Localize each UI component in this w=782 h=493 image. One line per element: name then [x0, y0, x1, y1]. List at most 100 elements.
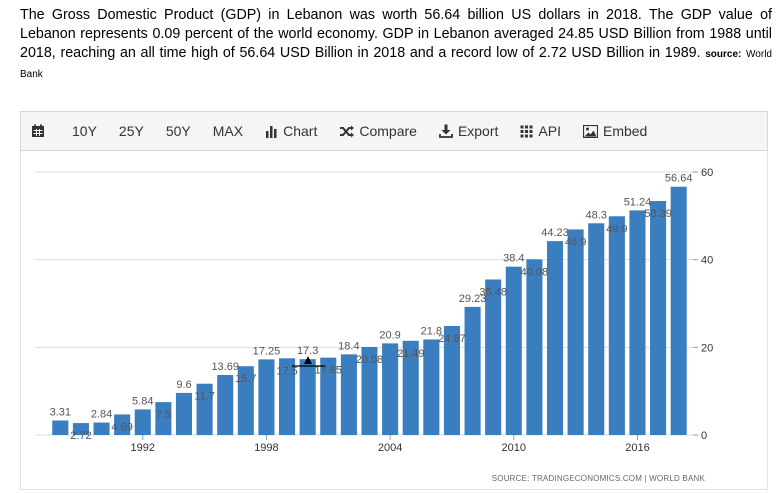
data-label-2007: 24.87 — [438, 333, 466, 345]
range-10y-button[interactable]: 10Y — [72, 123, 97, 139]
chart-credit: SOURCE: TRADINGECONOMICS.COM | WORLD BAN… — [492, 474, 706, 483]
embed-label: Embed — [602, 123, 648, 139]
data-label-2012: 44.23 — [541, 227, 569, 239]
data-label-2018: 56.64 — [665, 173, 693, 185]
data-label-1998: 17.25 — [253, 345, 281, 357]
data-label-2003: 20.08 — [356, 354, 384, 366]
compare-label: Compare — [359, 123, 417, 139]
hover-cursor — [292, 356, 325, 367]
data-label-2013: 46.9 — [565, 236, 586, 248]
source-value: World Bank — [20, 49, 772, 80]
chart-toolbar: 10Y 25Y 50Y MAX Chart Compare Export — [20, 111, 768, 151]
description-paragraph: The Gross Domestic Product (GDP) in Leba… — [20, 6, 772, 84]
chart-type-button[interactable]: Chart — [265, 123, 317, 139]
bar-2015[interactable] — [608, 216, 625, 435]
data-label-1997: 15.7 — [235, 373, 256, 385]
y-tick-label: 40 — [701, 255, 713, 267]
bar-2000[interactable] — [299, 359, 316, 435]
data-label-1993: 7.5 — [156, 409, 171, 421]
bar-2017[interactable] — [650, 200, 667, 435]
range-25y-button[interactable]: 25Y — [118, 123, 144, 139]
data-label-2001: 17.65 — [315, 365, 343, 377]
y-tick-label: 20 — [701, 342, 713, 354]
data-label-2011: 40.08 — [521, 266, 549, 278]
bar-1998[interactable] — [258, 359, 275, 435]
data-label-2006: 21.8 — [421, 325, 442, 337]
x-tick-label: 2016 — [625, 442, 649, 454]
calendar-icon — [32, 124, 44, 137]
bar-2001[interactable] — [320, 357, 337, 435]
download-icon — [439, 124, 453, 138]
bar-1988[interactable] — [52, 420, 69, 435]
bar-1999[interactable] — [279, 358, 296, 435]
bar-2009[interactable] — [485, 279, 502, 435]
data-label-2016: 51.24 — [624, 196, 652, 208]
bar-1991[interactable] — [114, 414, 131, 435]
bar-chart-icon — [266, 125, 277, 138]
data-label-1988: 3.31 — [50, 406, 71, 418]
image-icon — [582, 124, 598, 138]
bar-2010[interactable] — [505, 266, 522, 435]
bar-1990[interactable] — [93, 422, 110, 435]
data-label-2005: 21.49 — [397, 348, 425, 360]
shuffle-icon — [340, 125, 355, 137]
bar-1996[interactable] — [217, 374, 234, 435]
data-label-1989: 2.72 — [70, 430, 91, 442]
bar-1997[interactable] — [237, 366, 254, 435]
bar-2013[interactable] — [567, 229, 584, 435]
data-label-1995: 11.7 — [194, 391, 215, 403]
x-tick-label: 1992 — [131, 442, 155, 454]
bar-2006[interactable] — [423, 339, 440, 435]
range-max-button[interactable]: MAX — [212, 123, 244, 139]
data-label-2000: 17.3 — [297, 345, 318, 357]
data-label-2014: 48.3 — [586, 209, 607, 221]
bar-1995[interactable] — [196, 383, 213, 435]
data-label-1996: 13.69 — [211, 361, 239, 373]
data-label-1991: 4.69 — [111, 421, 132, 433]
data-label-2009: 35.48 — [479, 286, 507, 298]
bar-2005[interactable] — [402, 340, 419, 435]
data-label-2015: 49.9 — [606, 223, 627, 235]
bar-2002[interactable] — [340, 354, 357, 435]
chart-area — [20, 151, 768, 490]
embed-button[interactable]: Embed — [582, 123, 648, 139]
data-label-1999: 17.5 — [276, 365, 297, 377]
data-label-2002: 18.4 — [338, 340, 359, 352]
api-label: API — [538, 123, 561, 139]
x-tick-label: 2010 — [502, 442, 526, 454]
y-tick-label: 0 — [701, 430, 707, 442]
bar-2011[interactable] — [526, 259, 543, 435]
y-tick-label: 60 — [701, 167, 713, 179]
data-label-1992: 5.84 — [132, 395, 153, 407]
bar-2003[interactable] — [361, 346, 378, 435]
range-50y-button[interactable]: 50Y — [165, 123, 191, 139]
bar-1994[interactable] — [175, 392, 193, 435]
x-tick-label: 1998 — [254, 442, 278, 454]
source-label: source: — [705, 49, 742, 60]
data-label-1990: 2.84 — [91, 409, 112, 421]
grid-icon — [520, 125, 533, 137]
data-label-2004: 20.9 — [379, 329, 400, 341]
bar-2018[interactable] — [670, 186, 687, 435]
bar-1992[interactable] — [134, 409, 151, 435]
data-label-1994: 9.6 — [176, 379, 191, 391]
description-text: The Gross Domestic Product (GDP) in Leba… — [20, 7, 772, 61]
bar-2012[interactable] — [546, 241, 564, 435]
export-label: Export — [457, 123, 499, 139]
bar-1989[interactable] — [72, 423, 89, 435]
export-button[interactable]: Export — [439, 123, 498, 139]
bar-2004[interactable] — [382, 343, 399, 435]
compare-button[interactable]: Compare — [339, 123, 417, 139]
data-label-2008: 29.23 — [459, 293, 487, 305]
bar-1993[interactable] — [155, 402, 172, 435]
chart-type-label: Chart — [283, 123, 318, 139]
bar-2014[interactable] — [588, 223, 605, 435]
bar-2007[interactable] — [443, 325, 460, 435]
x-tick-label: 2004 — [378, 442, 402, 454]
bar-2016[interactable] — [629, 210, 646, 435]
data-label-2017: 53.39 — [644, 208, 672, 220]
bar-2008[interactable] — [464, 306, 481, 435]
api-button[interactable]: API — [520, 123, 561, 139]
calendar-button[interactable] — [31, 124, 50, 138]
